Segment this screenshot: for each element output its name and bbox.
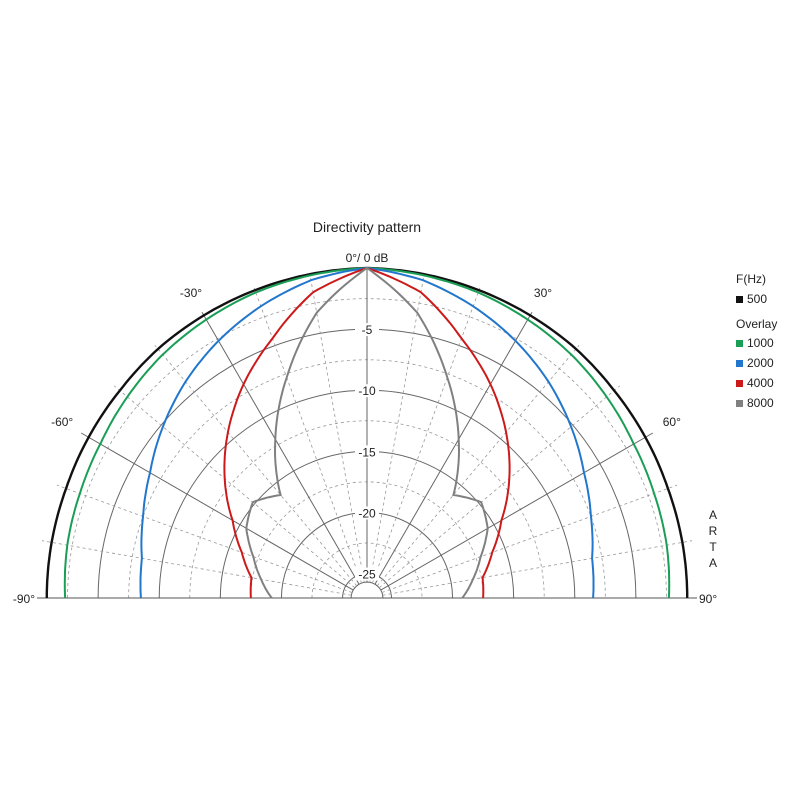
legend-label-8000: 8000	[747, 396, 774, 410]
angle-label: -90°	[13, 592, 35, 606]
grid-spoke-major	[201, 311, 360, 585]
legend: F(Hz) Overlay 500 1000 2000 4000 8000	[736, 272, 777, 410]
angle-label: -60°	[51, 415, 73, 429]
radial-tick-label: -20	[358, 506, 376, 520]
grid-spoke-minor	[154, 344, 358, 587]
angle-label: -30°	[180, 286, 202, 300]
grid-spoke-minor	[369, 272, 425, 583]
grid-spoke-minor	[309, 272, 365, 583]
grid-spoke-minor	[253, 287, 362, 584]
top-angle-label: 0°/ 0 dB	[346, 251, 389, 265]
radial-tick-bg	[355, 323, 379, 337]
radial-tick-label: -5	[362, 323, 373, 337]
side-letter: A	[709, 508, 717, 522]
radial-tick-bg	[355, 567, 379, 581]
side-letter: A	[709, 556, 717, 570]
legend-swatch-4000	[736, 380, 743, 387]
grid-spoke-minor	[372, 287, 481, 584]
legend-swatch-1000	[736, 340, 743, 347]
radial-tick-label: -10	[358, 384, 376, 398]
grid-spoke-major	[380, 432, 654, 591]
angle-label: 90°	[699, 592, 717, 606]
series-curve-8000	[245, 266, 489, 599]
grid-spoke-minor	[378, 385, 621, 589]
grid-spoke-major	[374, 311, 533, 585]
legend-overlay-heading: Overlay	[736, 317, 777, 331]
axis-labels: 0°/ 0 dB -5 -10 -15 -20 -25 -90° -60° -30° 30° 60…	[13, 251, 718, 606]
legend-label-4000: 4000	[747, 376, 774, 390]
grid-spoke-minor	[56, 484, 353, 593]
radial-tick-bg	[355, 384, 379, 398]
radial-tick-bg	[355, 506, 379, 520]
legend-swatch-500	[736, 296, 743, 303]
chart-title: Directivity pattern	[313, 219, 421, 235]
grid-spoke-minor	[382, 540, 693, 596]
legend-heading: F(Hz)	[736, 272, 766, 286]
grid-spoke-minor	[376, 344, 580, 587]
grid-spoke-major	[80, 432, 354, 591]
radial-tick-label: -25	[358, 568, 376, 582]
side-letter: T	[709, 540, 717, 554]
grid-spoke-minor	[41, 540, 352, 596]
radial-tick-bg	[355, 445, 379, 459]
series-curves	[45, 266, 689, 599]
side-letter: R	[709, 524, 718, 538]
angle-label: 60°	[663, 415, 681, 429]
legend-swatch-8000	[736, 400, 743, 407]
grid-spoke-minor	[113, 385, 356, 589]
legend-label-500: 500	[747, 292, 767, 306]
polar-grid	[37, 268, 697, 599]
legend-label-2000: 2000	[747, 356, 774, 370]
angle-label: 30°	[534, 286, 552, 300]
grid-spoke-minor	[381, 484, 678, 593]
legend-label-1000: 1000	[747, 336, 774, 350]
radial-tick-label: -15	[358, 445, 376, 459]
legend-swatch-2000	[736, 360, 743, 367]
